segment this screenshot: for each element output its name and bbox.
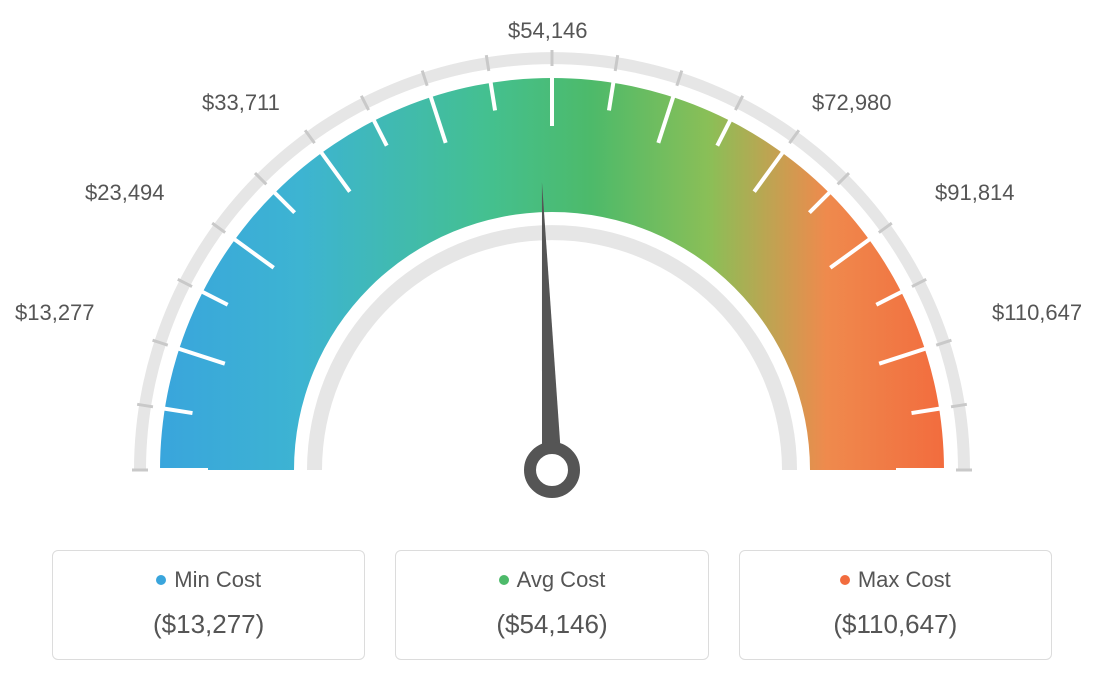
max-title: Max Cost [858,567,951,593]
gauge-svg [0,0,1104,530]
avg-title: Avg Cost [517,567,606,593]
tick-label: $110,647 [992,300,1082,326]
legend-row: Min Cost ($13,277) Avg Cost ($54,146) Ma… [52,550,1052,660]
tick-label: $23,494 [85,180,165,206]
legend-card-max: Max Cost ($110,647) [739,550,1052,660]
tick-label: $13,277 [15,300,95,326]
avg-value: ($54,146) [396,609,707,640]
min-value: ($13,277) [53,609,364,640]
needle-hub [530,448,574,492]
max-dot-icon [840,575,850,585]
tick-label: $54,146 [508,18,588,44]
legend-card-avg: Avg Cost ($54,146) [395,550,708,660]
max-value: ($110,647) [740,609,1051,640]
min-title: Min Cost [174,567,261,593]
avg-dot-icon [499,575,509,585]
tick-label: $33,711 [202,90,280,116]
tick-label: $72,980 [812,90,892,116]
min-dot-icon [156,575,166,585]
cost-gauge: $13,277 $23,494 $33,711 $54,146 $72,980 $91,8… [0,0,1104,530]
tick-label: $91,814 [935,180,1015,206]
legend-card-min: Min Cost ($13,277) [52,550,365,660]
